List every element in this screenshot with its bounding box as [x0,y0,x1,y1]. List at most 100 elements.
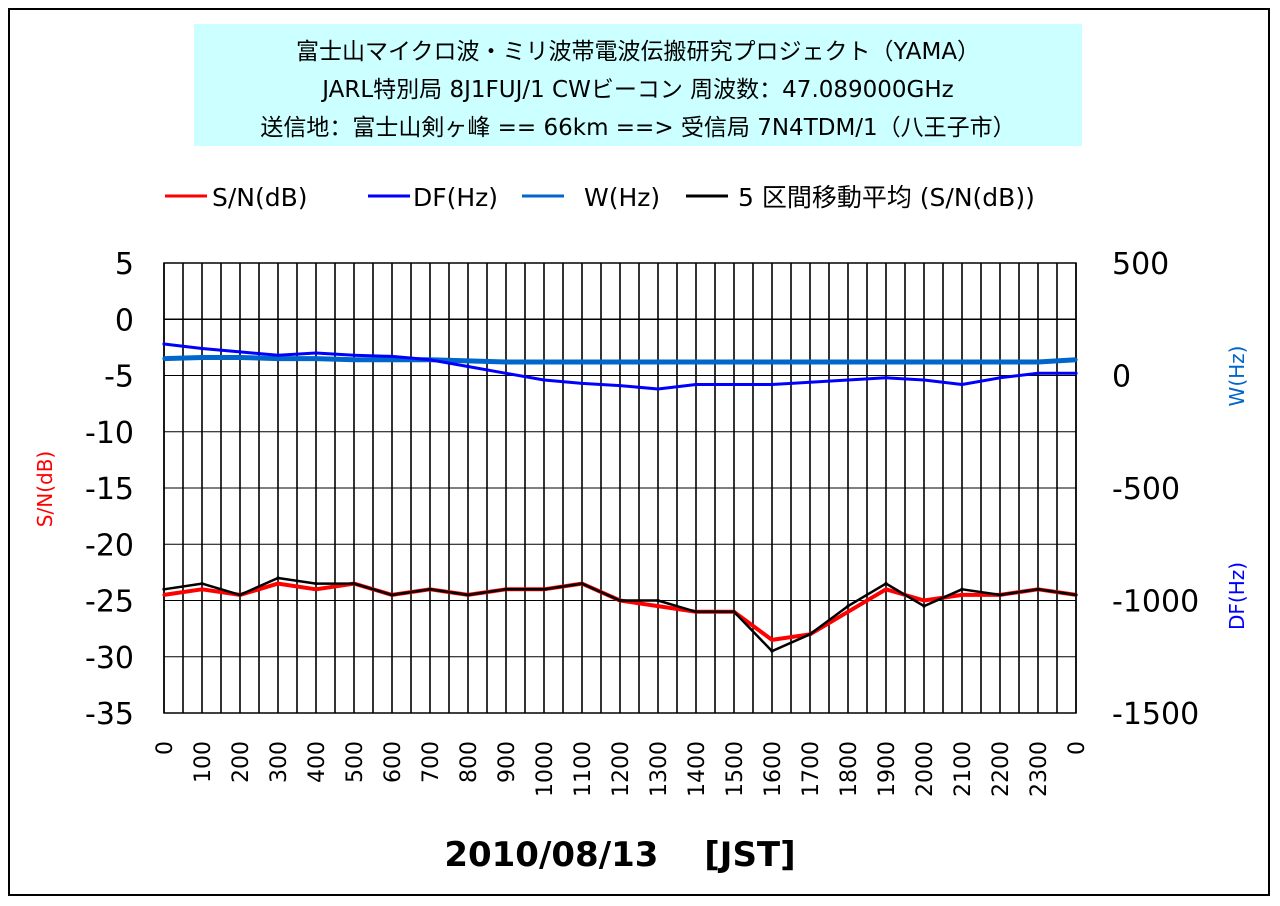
series-df-line-point [808,380,812,384]
series-avg-line-point [732,610,736,614]
x-tick-label: 1200 [609,741,634,797]
x-tick-label: 2300 [1027,741,1052,797]
series-avg-line-point [808,632,812,636]
series-df-line-point [846,378,850,382]
series-sn-line-point [314,587,318,591]
y-left-tick-label: -20 [85,528,134,563]
x-axis-title: 2010/08/13 [JST] [444,835,795,875]
series-df-line-point [1074,371,1078,375]
series-df-line-point [960,382,964,387]
series-w-line-point [770,360,774,364]
series-avg-line-point [390,593,394,597]
y-axis-title-right-df: DF(Hz) [1225,562,1249,630]
y-left-tick-label: -15 [85,472,134,507]
series-w-line-point [656,360,660,364]
series-w-line-point [694,360,698,364]
legend-label: S/N(dB) [212,183,308,212]
series-avg-line-point [504,587,508,591]
legend-label: DF(Hz) [413,183,498,212]
chart-title-line1: 富士山マイクロ波・ミリ波帯電波伝搬研究プロジェクト（YAMA） [295,39,981,65]
x-tick-label: 100 [191,741,216,783]
series-w-line-point [238,355,242,360]
series-sn-line-point [884,587,888,591]
series-df-line-point [922,378,926,382]
x-tick-label: 700 [419,741,444,783]
x-tick-label: 1400 [685,741,710,797]
series-avg-line-point [960,587,964,591]
series-w-line-point [466,359,470,363]
chart-title-box: 富士山マイクロ波・ミリ波帯電波伝搬研究プロジェクト（YAMA） JARL特別局 … [194,24,1082,146]
series-w-line-point [922,360,926,364]
y-right-tick-label: -1000 [1112,585,1199,620]
x-tick-label: 600 [381,741,406,783]
x-tick-label: 800 [457,741,482,783]
y-right-tick-label: 500 [1112,247,1169,282]
y-left-tick-label: -10 [85,416,134,451]
series-w-line-point [846,360,850,364]
series-w-line-point [808,360,812,364]
x-tick-label: 300 [267,741,292,783]
x-tick-label: 900 [495,741,520,783]
series-avg-line-point [238,593,242,597]
y-right-tick-label: -1500 [1112,697,1199,732]
series-df-line-point [276,353,280,357]
series-sn-line-point [770,638,774,642]
series-avg-line-point [314,582,318,586]
y-left-tick-label: -30 [85,641,134,676]
x-tick-label: 1000 [533,741,558,797]
series-avg-line-point [162,587,166,591]
series-df-line-point [884,376,888,380]
series-avg-line-point [276,576,280,580]
y-right-tick-label: -500 [1112,472,1180,507]
series-w-line-point [200,355,204,360]
y-left-tick-label: 5 [115,247,134,282]
series-df-line-point [466,364,470,369]
x-tick-label: 1700 [799,741,824,797]
x-tick-label: 500 [343,741,368,783]
series-w-line-point [618,360,622,364]
y-right-tick-label: 0 [1112,360,1131,395]
x-tick-label: 1900 [875,741,900,797]
series-w-line-point [276,357,280,361]
series-sn-line-point [200,587,204,591]
series-df-line-point [428,358,432,362]
series-avg-line-point [998,593,1002,597]
y-axis-title-left: S/N(dB) [33,451,57,527]
series-sn-line-point [922,598,926,603]
legend-label: W(Hz) [584,183,660,212]
series-w-line-point [1036,360,1040,364]
series-w-line-point [998,360,1002,364]
series-df-line-point [352,353,356,357]
series-sn-line-point [960,593,964,597]
series-df-line-point [732,382,736,387]
series-df-line-point [694,382,698,387]
plot-border [163,262,1077,714]
series-w-line-point [960,360,964,364]
series-avg-line-point [770,649,774,653]
y-left-tick-label: -5 [104,360,134,395]
chart-title-line3: 送信地：富士山剣ヶ峰 == 66km ==> 受信局 7N4TDM/1（八王子市… [260,115,1016,141]
series-df-line-point [200,346,204,351]
series-avg-line-point [428,587,432,591]
series-avg-line-point [1074,593,1078,597]
series-df-line-point [390,354,394,358]
y-left-tick-label: -35 [85,697,134,732]
series-sn-line-point [656,604,660,608]
series-df-line-point [998,376,1002,380]
x-tick-label: 0 [153,741,178,755]
series-avg-line-point [618,598,622,603]
series-w-line-point [580,360,584,364]
x-tick-label: 400 [305,741,330,783]
series-sn-line-point [162,593,166,597]
x-tick-label: 200 [229,741,254,783]
series-w-line-point [1074,358,1078,362]
series-df-line-point [542,378,546,382]
series-df-line-point [770,382,774,387]
series-avg-line-point [656,598,660,603]
y-left-tick-label: 0 [115,303,134,338]
series-df-line-point [618,384,622,388]
series-w-line-point [352,358,356,362]
x-tick-label: 1800 [837,741,862,797]
series-avg-line-point [1036,587,1040,591]
